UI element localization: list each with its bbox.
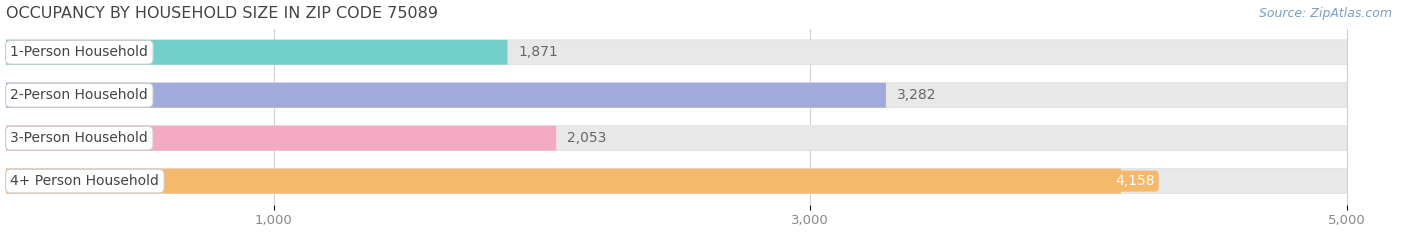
FancyBboxPatch shape <box>6 40 508 65</box>
Text: 4,158: 4,158 <box>1115 174 1156 188</box>
Text: 3-Person Household: 3-Person Household <box>10 131 148 145</box>
Text: 1,871: 1,871 <box>519 45 558 59</box>
Text: 2-Person Household: 2-Person Household <box>10 88 148 102</box>
FancyBboxPatch shape <box>6 169 1121 194</box>
FancyBboxPatch shape <box>6 126 1347 151</box>
FancyBboxPatch shape <box>6 83 886 108</box>
FancyBboxPatch shape <box>6 126 557 151</box>
Text: 3,282: 3,282 <box>897 88 936 102</box>
FancyBboxPatch shape <box>6 169 1347 194</box>
Text: Source: ZipAtlas.com: Source: ZipAtlas.com <box>1258 7 1392 20</box>
Text: OCCUPANCY BY HOUSEHOLD SIZE IN ZIP CODE 75089: OCCUPANCY BY HOUSEHOLD SIZE IN ZIP CODE … <box>6 6 437 21</box>
Text: 4+ Person Household: 4+ Person Household <box>10 174 159 188</box>
FancyBboxPatch shape <box>6 40 1347 65</box>
Text: 1-Person Household: 1-Person Household <box>10 45 148 59</box>
FancyBboxPatch shape <box>6 83 1347 108</box>
Text: 2,053: 2,053 <box>567 131 606 145</box>
